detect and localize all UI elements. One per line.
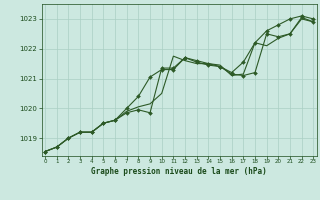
X-axis label: Graphe pression niveau de la mer (hPa): Graphe pression niveau de la mer (hPa) — [91, 167, 267, 176]
